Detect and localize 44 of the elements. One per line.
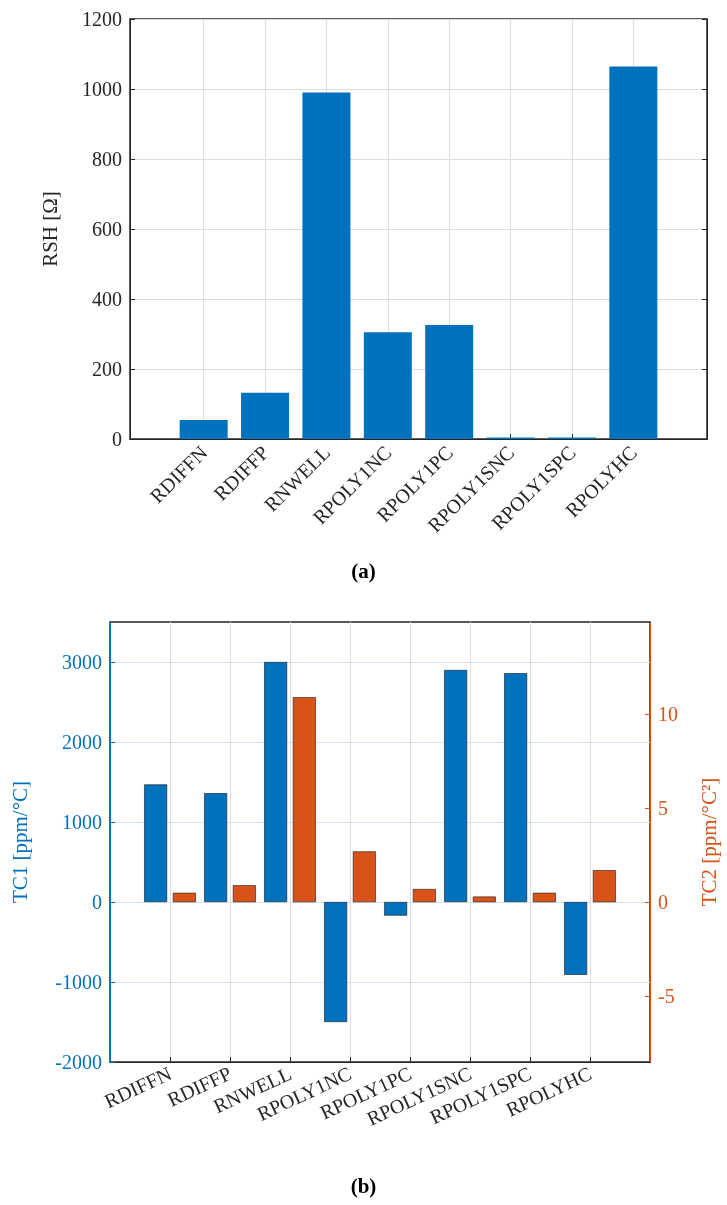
y-tick-label: -1000 xyxy=(55,971,102,993)
y2-axis-title: TC2 [ppm/°C²] xyxy=(696,777,721,907)
y-tick-label: 800 xyxy=(92,148,122,170)
bar xyxy=(609,66,658,439)
bar xyxy=(172,892,196,903)
bar xyxy=(472,896,496,903)
bar xyxy=(444,670,468,902)
y-tick-label: 3000 xyxy=(62,651,102,673)
bar xyxy=(564,902,588,975)
bar xyxy=(352,851,376,903)
y2-tick-label: -5 xyxy=(658,985,675,1008)
bar xyxy=(324,902,348,1022)
y-tick-label: 2000 xyxy=(62,731,102,753)
y-tick-label: 400 xyxy=(92,288,122,310)
y-tick-label: 0 xyxy=(92,891,102,913)
bar xyxy=(292,697,316,903)
bar xyxy=(232,885,256,903)
bar xyxy=(302,92,351,439)
y-tick-label: 1000 xyxy=(62,811,102,833)
text: (a) xyxy=(351,558,376,583)
bar xyxy=(264,662,288,902)
y-tick-label: 1200 xyxy=(82,8,122,30)
text: (b) xyxy=(350,1173,377,1198)
bar xyxy=(179,420,228,439)
bar xyxy=(425,324,474,439)
y-tick-label: 600 xyxy=(92,218,122,240)
y-tick-label: 200 xyxy=(92,358,122,380)
y-axis-title: TC1 [ppm/°C] xyxy=(7,780,32,904)
bar xyxy=(204,793,228,902)
bar xyxy=(241,392,290,439)
bar xyxy=(363,332,412,439)
y-axis-title: RSH [Ω] xyxy=(37,191,62,267)
y2-tick-label: 5 xyxy=(658,797,668,820)
bar xyxy=(412,889,436,903)
y2-tick-label: 0 xyxy=(658,891,668,914)
y-tick-label: -2000 xyxy=(55,1051,102,1073)
bar xyxy=(532,892,556,903)
bar xyxy=(144,784,168,902)
bar xyxy=(592,870,616,903)
y2-tick-label: 10 xyxy=(658,703,678,726)
bar xyxy=(504,673,528,902)
bar xyxy=(384,902,408,916)
y-tick-label: 0 xyxy=(112,428,122,450)
y-tick-label: 1000 xyxy=(82,78,122,100)
